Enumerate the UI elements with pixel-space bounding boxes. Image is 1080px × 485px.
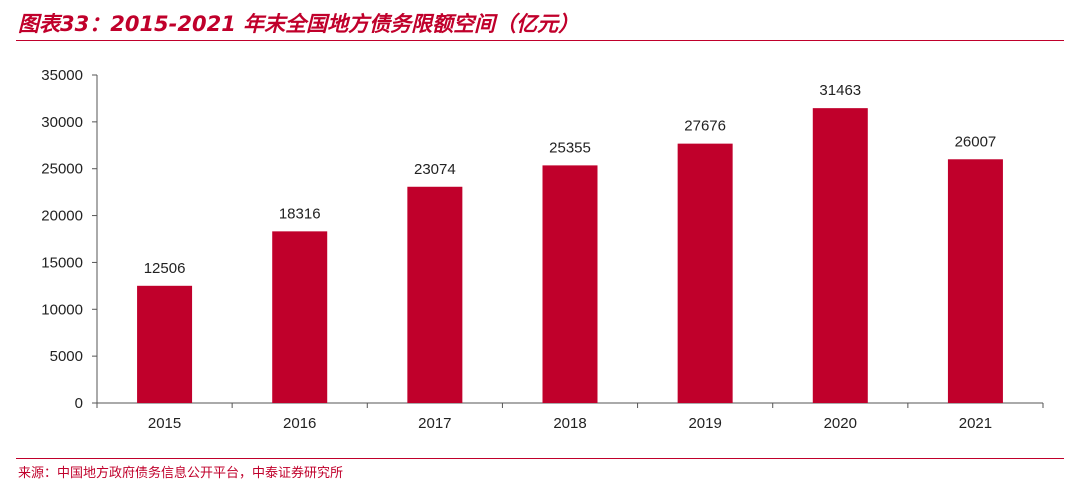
bar (542, 165, 598, 403)
data-label: 18316 (279, 205, 321, 222)
y-tick-label: 30000 (41, 114, 83, 131)
bar (407, 186, 463, 403)
source-divider (16, 458, 1064, 459)
x-tick-label: 2020 (824, 415, 857, 432)
y-tick-label: 15000 (41, 254, 83, 271)
data-label: 27676 (684, 118, 726, 135)
data-label: 31463 (819, 82, 861, 99)
data-label: 23074 (414, 161, 456, 178)
title-divider (16, 40, 1064, 41)
data-label: 25355 (549, 139, 591, 156)
source-note: 来源：中国地方政府债务信息公开平台，中泰证券研究所 (18, 466, 344, 481)
x-tick-label: 2016 (283, 415, 316, 432)
data-label: 26007 (955, 133, 997, 150)
y-tick-label: 10000 (41, 301, 83, 318)
bar (272, 231, 328, 403)
x-tick-label: 2021 (959, 415, 992, 432)
x-tick-label: 2018 (553, 415, 586, 432)
y-tick-label: 0 (75, 395, 83, 412)
x-tick-label: 2019 (688, 415, 721, 432)
bar (677, 143, 733, 403)
x-tick-label: 2015 (148, 415, 181, 432)
x-tick-label: 2017 (418, 415, 451, 432)
bar (947, 159, 1003, 403)
bar (137, 285, 193, 403)
y-tick-label: 20000 (41, 208, 83, 225)
data-label: 12506 (144, 260, 186, 277)
chart-title: 图表33：2015-2021 年末全国地方债务限额空间（亿元） (18, 12, 580, 36)
y-tick-label: 5000 (50, 348, 83, 365)
y-tick-label: 25000 (41, 161, 83, 178)
y-tick-label: 35000 (41, 67, 83, 84)
bar (812, 108, 868, 404)
